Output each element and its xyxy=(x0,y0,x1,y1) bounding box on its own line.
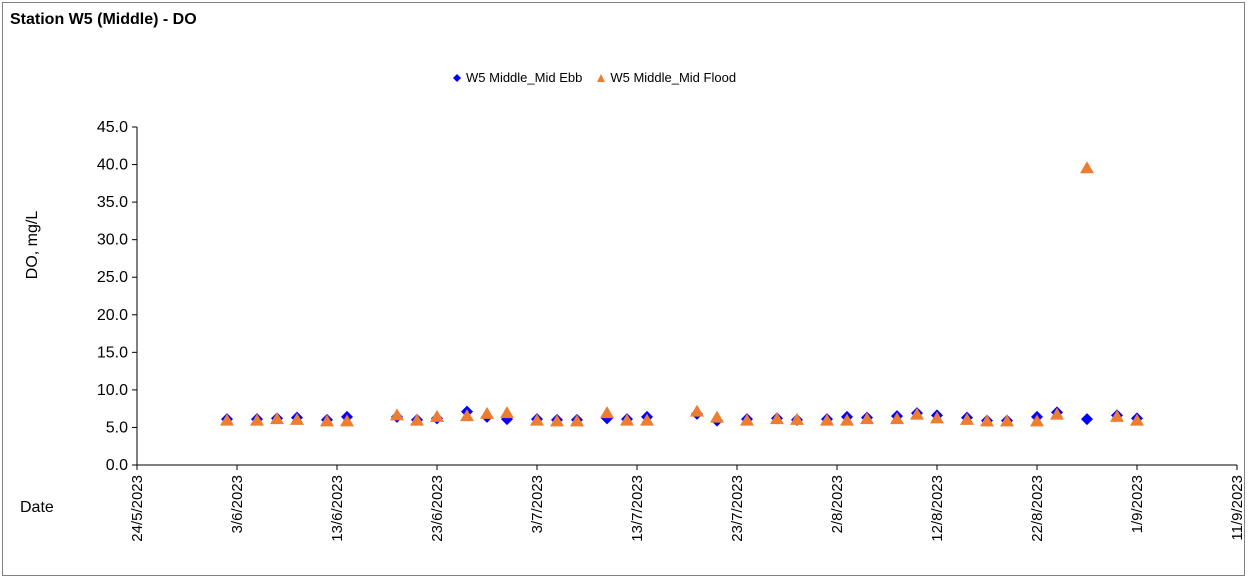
data-point-flood xyxy=(220,413,234,426)
data-point-flood xyxy=(790,412,804,425)
y-tick-label: 0.0 xyxy=(106,457,128,474)
data-point-flood xyxy=(290,412,304,425)
y-tick-label: 15.0 xyxy=(97,344,128,361)
x-tick-label: 1/9/2023 xyxy=(1129,475,1146,533)
x-tick-label: 3/7/2023 xyxy=(529,475,546,533)
data-point-flood xyxy=(960,412,974,425)
data-point-flood xyxy=(770,412,784,425)
data-point-flood xyxy=(1050,407,1064,420)
y-tick-label: 5.0 xyxy=(106,419,128,436)
y-tick-label: 35.0 xyxy=(97,194,128,211)
legend: W5 Middle_Mid Ebb W5 Middle_Mid Flood xyxy=(452,70,736,85)
data-point-flood xyxy=(270,412,284,425)
data-point-flood xyxy=(910,407,924,420)
data-point-flood xyxy=(320,414,334,427)
data-point-flood xyxy=(340,414,354,427)
y-tick-label: 20.0 xyxy=(97,307,128,324)
data-point-flood xyxy=(410,413,424,426)
data-point-flood xyxy=(740,413,754,426)
x-tick-label: 12/8/2023 xyxy=(929,475,946,542)
data-point-flood xyxy=(980,414,994,427)
y-tick-label: 30.0 xyxy=(97,232,128,249)
chart-title: Station W5 (Middle) - DO xyxy=(10,11,197,28)
data-point-flood xyxy=(1110,409,1124,422)
x-tick-label: 23/6/2023 xyxy=(429,475,446,542)
data-point-flood xyxy=(480,406,494,419)
data-point-flood xyxy=(890,412,904,425)
data-point-flood xyxy=(1130,413,1144,426)
data-point-flood xyxy=(930,411,944,424)
legend-item-flood: W5 Middle_Mid Flood xyxy=(596,70,736,85)
data-point-flood xyxy=(570,414,584,427)
data-point-flood xyxy=(690,404,704,417)
data-point-flood xyxy=(530,413,544,426)
data-point-flood xyxy=(250,413,264,426)
data-point-flood xyxy=(500,406,514,419)
triangle-marker-icon xyxy=(597,73,606,82)
diamond-marker-icon xyxy=(453,73,461,82)
data-point-flood xyxy=(710,410,724,423)
data-point-flood xyxy=(1000,414,1014,427)
x-tick-label: 22/8/2023 xyxy=(1029,475,1046,542)
y-tick-label: 45.0 xyxy=(97,119,128,136)
data-point-flood xyxy=(1080,161,1094,174)
x-axis-label: Date xyxy=(20,499,54,516)
x-tick-label: 3/6/2023 xyxy=(229,475,246,533)
data-point-flood xyxy=(460,409,474,422)
x-tick-label: 11/9/2023 xyxy=(1229,475,1246,541)
y-tick-label: 25.0 xyxy=(97,269,128,286)
legend-label-flood: W5 Middle_Mid Flood xyxy=(610,70,737,85)
legend-item-ebb: W5 Middle_Mid Ebb xyxy=(452,70,582,85)
x-tick-label: 24/5/2023 xyxy=(129,475,146,542)
data-point-flood xyxy=(1030,414,1044,427)
data-point-flood xyxy=(390,408,404,421)
x-tick-label: 23/7/2023 xyxy=(729,475,746,542)
data-point-flood xyxy=(430,409,444,422)
data-point-flood xyxy=(840,413,854,426)
x-tick-label: 13/6/2023 xyxy=(329,475,346,542)
data-point-ebb xyxy=(1081,413,1093,426)
legend-label-ebb: W5 Middle_Mid Ebb xyxy=(466,70,583,85)
y-tick-label: 40.0 xyxy=(97,157,128,174)
x-tick-label: 13/7/2023 xyxy=(629,475,646,542)
data-point-flood xyxy=(860,412,874,425)
data-point-flood xyxy=(600,406,614,419)
data-point-flood xyxy=(820,413,834,426)
data-point-flood xyxy=(640,413,654,426)
data-point-flood xyxy=(620,413,634,426)
x-tick-label: 2/8/2023 xyxy=(829,475,846,533)
data-point-flood xyxy=(550,414,564,427)
y-tick-label: 10.0 xyxy=(97,382,128,399)
